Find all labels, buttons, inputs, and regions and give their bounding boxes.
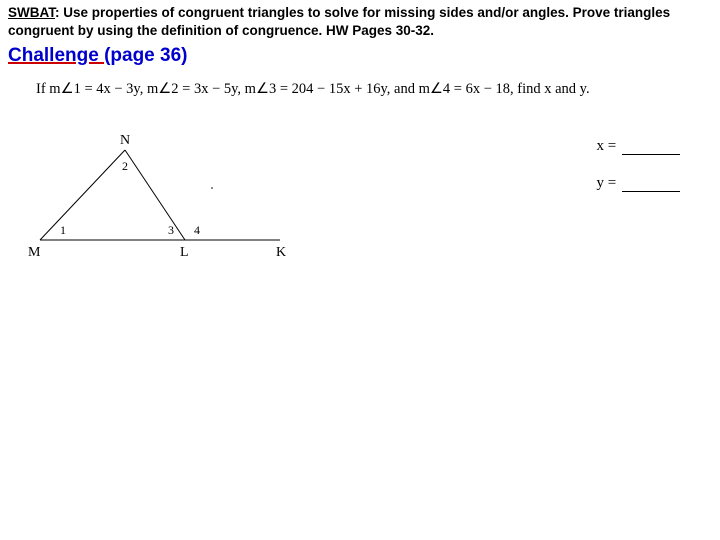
x-label: x =: [597, 138, 620, 154]
stray-dot: [211, 187, 213, 189]
label-K: K: [276, 245, 286, 260]
angle-symbol: ∠: [256, 81, 269, 97]
x-blank: [622, 141, 680, 155]
answer-blanks: x = y =: [597, 138, 680, 212]
problem-a1: 1 = 4x − 3y, m: [74, 81, 159, 97]
challenge-word: Challenge: [8, 45, 104, 66]
problem-a3: 3 = 204 − 15x + 16y, and m: [269, 81, 430, 97]
angle-4: 4: [194, 223, 200, 237]
y-blank: [622, 178, 680, 192]
swbat-text: : Use properties of congruent triangles …: [8, 5, 670, 38]
left-side: [40, 150, 125, 240]
problem-prefix: If m: [36, 81, 61, 97]
label-L: L: [180, 245, 189, 260]
label-M: M: [28, 245, 41, 260]
angle-2: 2: [122, 159, 128, 173]
triangle-figure: N M L K 1 2 3 4: [20, 130, 300, 270]
angle-symbol: ∠: [430, 81, 443, 97]
angle-symbol: ∠: [158, 81, 171, 97]
challenge-heading: Challenge (page 36): [0, 41, 720, 69]
angle-1: 1: [60, 223, 66, 237]
x-answer-line: x =: [597, 138, 680, 155]
right-side: [125, 150, 185, 240]
problem-a2: 2 = 3x − 5y, m: [171, 81, 256, 97]
swbat-label: SWBAT: [8, 5, 55, 20]
y-label: y =: [597, 175, 620, 191]
label-N: N: [120, 133, 130, 148]
angle-3: 3: [168, 223, 174, 237]
swbat-header: SWBAT: Use properties of congruent trian…: [0, 0, 720, 41]
problem-a4: 4 = 6x − 18, find x and y.: [443, 81, 590, 97]
triangle-svg: N M L K 1 2 3 4: [20, 130, 300, 270]
y-answer-line: y =: [597, 175, 680, 192]
angle-symbol: ∠: [61, 81, 74, 97]
problem-statement: If m∠1 = 4x − 3y, m∠2 = 3x − 5y, m∠3 = 2…: [0, 69, 720, 98]
challenge-page-ref: (page 36): [104, 45, 187, 66]
